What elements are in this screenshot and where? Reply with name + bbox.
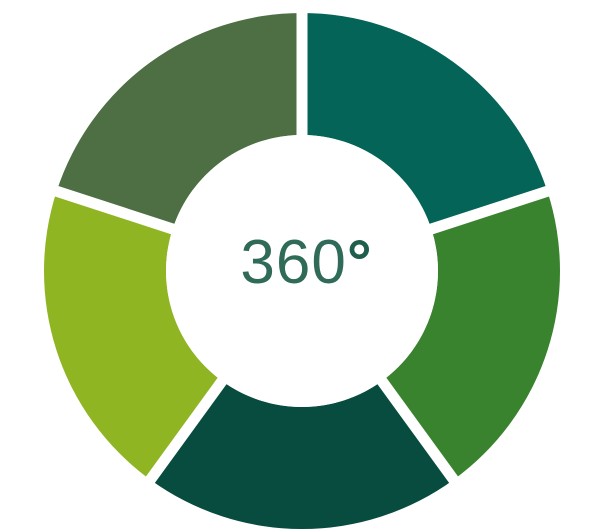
segment-divider xyxy=(51,184,179,236)
segment-divider xyxy=(143,374,229,487)
segment-top-right xyxy=(302,13,548,229)
segment-left xyxy=(43,191,223,480)
segment-bottom xyxy=(150,381,454,530)
center-number: 360 xyxy=(240,228,347,297)
center-circle xyxy=(166,135,438,407)
segment-top-left xyxy=(56,13,303,229)
center-label: 360° xyxy=(0,228,589,298)
segment-divider xyxy=(375,374,461,487)
segment-right xyxy=(381,191,560,480)
degree-symbol: ° xyxy=(346,228,373,297)
segment-divider xyxy=(425,184,553,236)
